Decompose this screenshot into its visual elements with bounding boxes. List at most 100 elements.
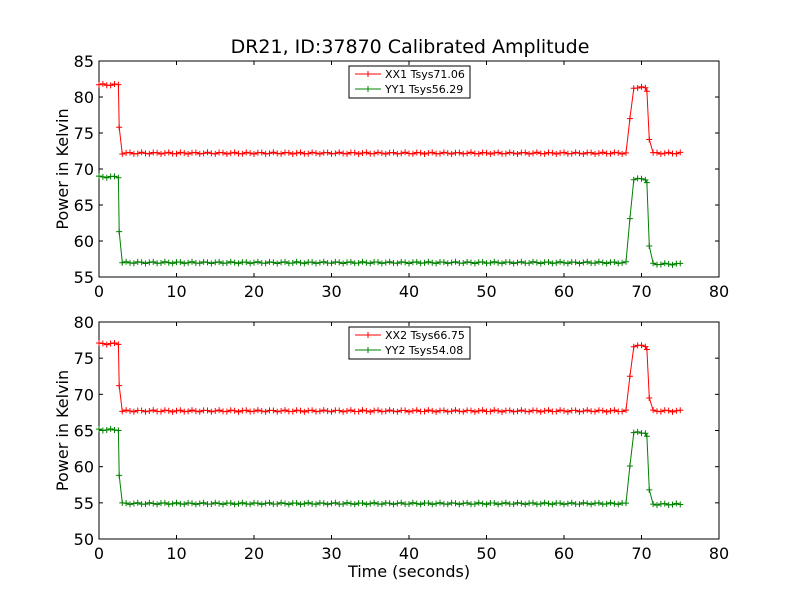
bottom-series-marker-2: [502, 499, 509, 506]
bottom-series-marker-1: [111, 339, 118, 346]
bottom-x-tick-label: 60: [554, 544, 574, 563]
bottom-series-marker-1: [293, 407, 300, 414]
bottom-series-marker-2: [576, 501, 583, 508]
top-series-marker-1: [487, 151, 494, 158]
bottom-series-marker-2: [266, 499, 273, 506]
bottom-series-marker-1: [657, 408, 664, 415]
top-series-marker-1: [324, 149, 331, 156]
top-series-marker-1: [506, 149, 513, 156]
top-series-marker-1: [204, 149, 211, 156]
top-series-marker-2: [553, 259, 560, 266]
bottom-series-marker-1: [340, 408, 347, 415]
bottom-series-marker-2: [409, 499, 416, 506]
top-series-marker-1: [522, 149, 529, 156]
bottom-series-marker-1: [607, 407, 614, 414]
top-series-marker-1: [541, 150, 548, 157]
bottom-series-marker-2: [510, 501, 517, 508]
top-series-marker-1: [572, 149, 579, 156]
top-series-marker-1: [138, 149, 145, 156]
bottom-series-marker-2: [499, 500, 505, 507]
top-series-marker-2: [161, 258, 168, 265]
bottom-series-marker-1: [258, 408, 265, 415]
top-series-marker-2: [130, 260, 137, 267]
top-x-tick-label: 70: [631, 282, 651, 301]
top-series-marker-2: [231, 259, 238, 266]
top-series-marker-1: [607, 150, 614, 157]
top-series-marker-1: [185, 151, 192, 158]
top-series-marker-1: [533, 149, 540, 156]
top-series-marker-2: [623, 258, 629, 265]
top-series-marker-1: [460, 150, 467, 157]
bottom-series-marker-2: [116, 472, 123, 479]
top-series-marker-2: [328, 260, 335, 267]
top-series-marker-1: [313, 150, 319, 157]
top-series-marker-2: [99, 173, 106, 180]
bottom-series-marker-1: [394, 408, 401, 415]
bottom-y-tick-label: 70: [74, 385, 94, 404]
top-series-marker-2: [537, 260, 544, 267]
top-series-marker-1: [491, 149, 498, 156]
bottom-series-marker-1: [278, 407, 285, 414]
top-series-marker-2: [394, 260, 401, 267]
bottom-series-marker-1: [309, 407, 316, 414]
top-series-marker-2: [274, 260, 281, 267]
bottom-series-marker-1: [235, 408, 242, 415]
bottom-series-marker-2: [313, 501, 319, 508]
bottom-series-marker-2: [460, 500, 467, 507]
bottom-series-marker-2: [584, 500, 591, 507]
bottom-series-marker-1: [177, 407, 184, 414]
bottom-series-marker-1: [297, 407, 304, 414]
top-series-marker-1: [119, 151, 126, 158]
bottom-series-marker-1: [650, 407, 657, 414]
bottom-series-marker-1: [630, 343, 637, 350]
bottom-series-marker-2: [134, 499, 141, 506]
bottom-series-marker-2: [479, 500, 486, 507]
bottom-series-marker-1: [123, 407, 130, 414]
top-series-marker-1: [437, 150, 443, 157]
bottom-series-marker-1: [301, 408, 308, 415]
top-x-tick-label: 20: [244, 282, 264, 301]
top-series-marker-1: [623, 149, 629, 156]
top-series-line-2: [98, 175, 681, 266]
bottom-series-marker-1: [386, 407, 393, 414]
bottom-series-marker-1: [572, 407, 579, 414]
bottom-series-marker-1: [119, 408, 126, 415]
bottom-series-marker-1: [673, 407, 680, 414]
top-series-marker-1: [212, 150, 219, 157]
top-series-marker-2: [669, 261, 676, 268]
top-series-marker-1: [429, 149, 436, 156]
top-series-marker-2: [146, 259, 153, 266]
top-series-marker-1: [661, 150, 668, 157]
bottom-series-marker-2: [433, 500, 440, 507]
bottom-series-marker-1: [103, 341, 110, 348]
bottom-series-marker-1: [251, 408, 257, 415]
bottom-series-marker-1: [227, 407, 234, 414]
top-series-marker-1: [127, 149, 133, 156]
top-series-marker-1: [677, 149, 684, 156]
bottom-series-marker-1: [576, 408, 583, 415]
top-series-marker-1: [390, 149, 397, 156]
top-series-marker-1: [158, 150, 164, 157]
top-series-marker-2: [367, 260, 374, 267]
top-y-tick-label: 75: [74, 124, 94, 143]
bottom-series-marker-1: [320, 407, 327, 414]
top-series-marker-1: [514, 150, 521, 157]
bottom-series-marker-2: [378, 501, 385, 508]
top-series-marker-2: [421, 259, 428, 266]
bottom-series-marker-1: [460, 408, 467, 415]
bottom-series-marker-2: [673, 500, 680, 507]
bottom-series-marker-2: [406, 500, 412, 507]
bottom-x-tick-label: 70: [631, 544, 651, 563]
top-series-marker-2: [642, 176, 649, 183]
bottom-series-marker-2: [471, 500, 478, 507]
top-series-marker-2: [657, 261, 664, 268]
top-x-tick-label: 30: [321, 282, 341, 301]
bottom-series-marker-2: [611, 500, 618, 507]
bottom-series-marker-2: [142, 501, 149, 508]
top-series-marker-1: [177, 149, 184, 156]
top-series-marker-1: [417, 149, 424, 156]
bottom-series-marker-1: [677, 407, 684, 414]
bottom-series-marker-1: [223, 408, 230, 415]
bottom-series-marker-2: [320, 500, 327, 507]
top-series-marker-2: [297, 259, 304, 266]
